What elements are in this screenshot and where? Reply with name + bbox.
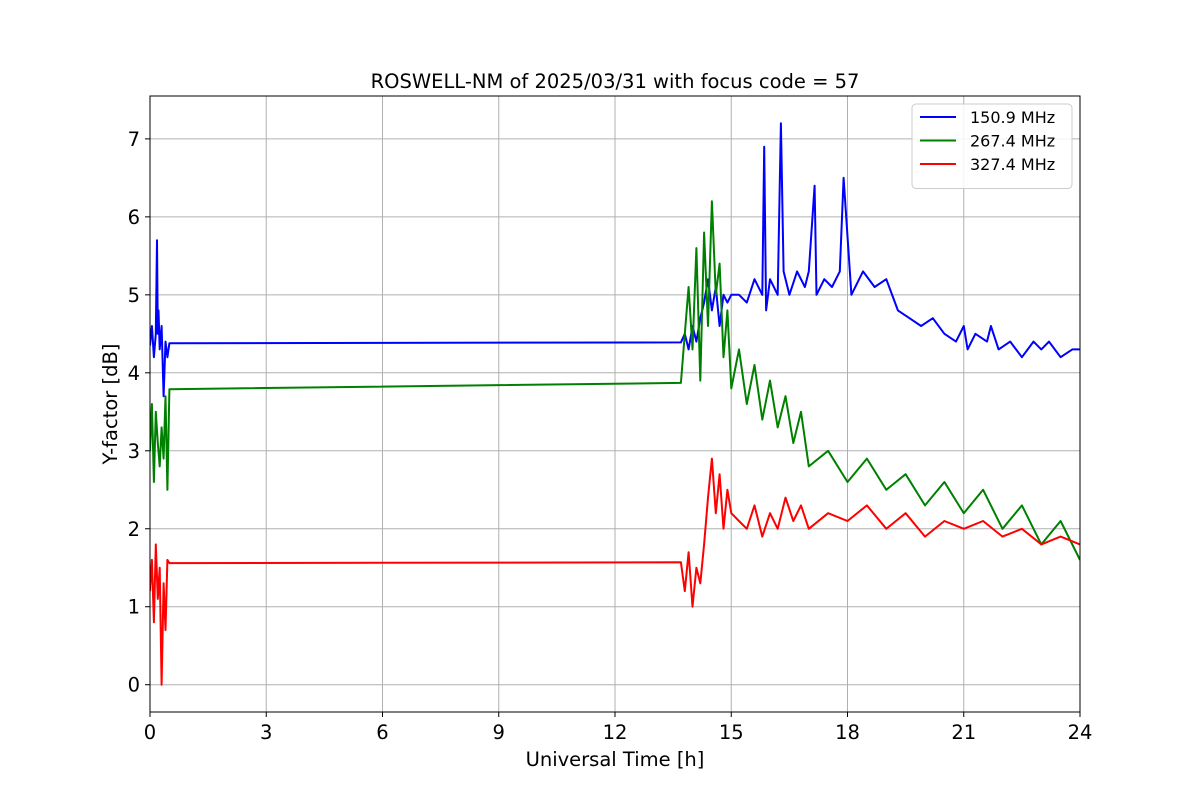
- x-axis-ticks: 0 3 6 9 12 15 18 21 24: [144, 712, 1093, 744]
- y-tick-label: 0: [128, 674, 140, 697]
- y-tick-label: 1: [128, 596, 140, 619]
- x-tick-label: 12: [603, 721, 628, 744]
- legend-label: 150.9 MHz: [970, 108, 1055, 127]
- y-tick-label: 5: [128, 284, 140, 307]
- legend-box: [911, 103, 1073, 189]
- y-axis-ticks: 0 1 2 3 4 5 6 7: [128, 128, 150, 697]
- legend-label: 267.4 MHz: [970, 132, 1055, 151]
- y-tick-label: 2: [128, 518, 140, 541]
- y-tick-label: 4: [128, 362, 140, 385]
- series-line-1: [150, 122, 1080, 398]
- x-tick-label: 0: [144, 721, 156, 744]
- y-tick-label: 6: [128, 206, 140, 229]
- x-tick-label: 18: [835, 721, 860, 744]
- x-tick-label: 24: [1068, 721, 1093, 744]
- x-tick-label: 9: [493, 721, 505, 744]
- y-tick-label: 7: [128, 128, 140, 151]
- series-line-2: [150, 200, 1080, 561]
- series-line-3: [150, 457, 1080, 686]
- legend-label: 327.4 MHz: [970, 155, 1055, 174]
- x-tick-label: 21: [951, 721, 976, 744]
- x-tick-label: 6: [376, 721, 388, 744]
- y-tick-label: 3: [128, 440, 140, 463]
- grid-lines: [149, 96, 1081, 712]
- plot-area: [150, 122, 1080, 686]
- legend: 150.9 MHz 267.4 MHz 327.4 MHz: [911, 103, 1073, 189]
- series-lines: [150, 122, 1080, 686]
- chart-title: ROSWELL-NM of 2025/03/31 with focus code…: [371, 70, 860, 93]
- y-axis-label: Y-factor [dB]: [99, 344, 122, 466]
- x-tick-label: 15: [719, 721, 744, 744]
- x-tick-label: 3: [260, 721, 272, 744]
- x-axis-label: Universal Time [h]: [526, 748, 705, 771]
